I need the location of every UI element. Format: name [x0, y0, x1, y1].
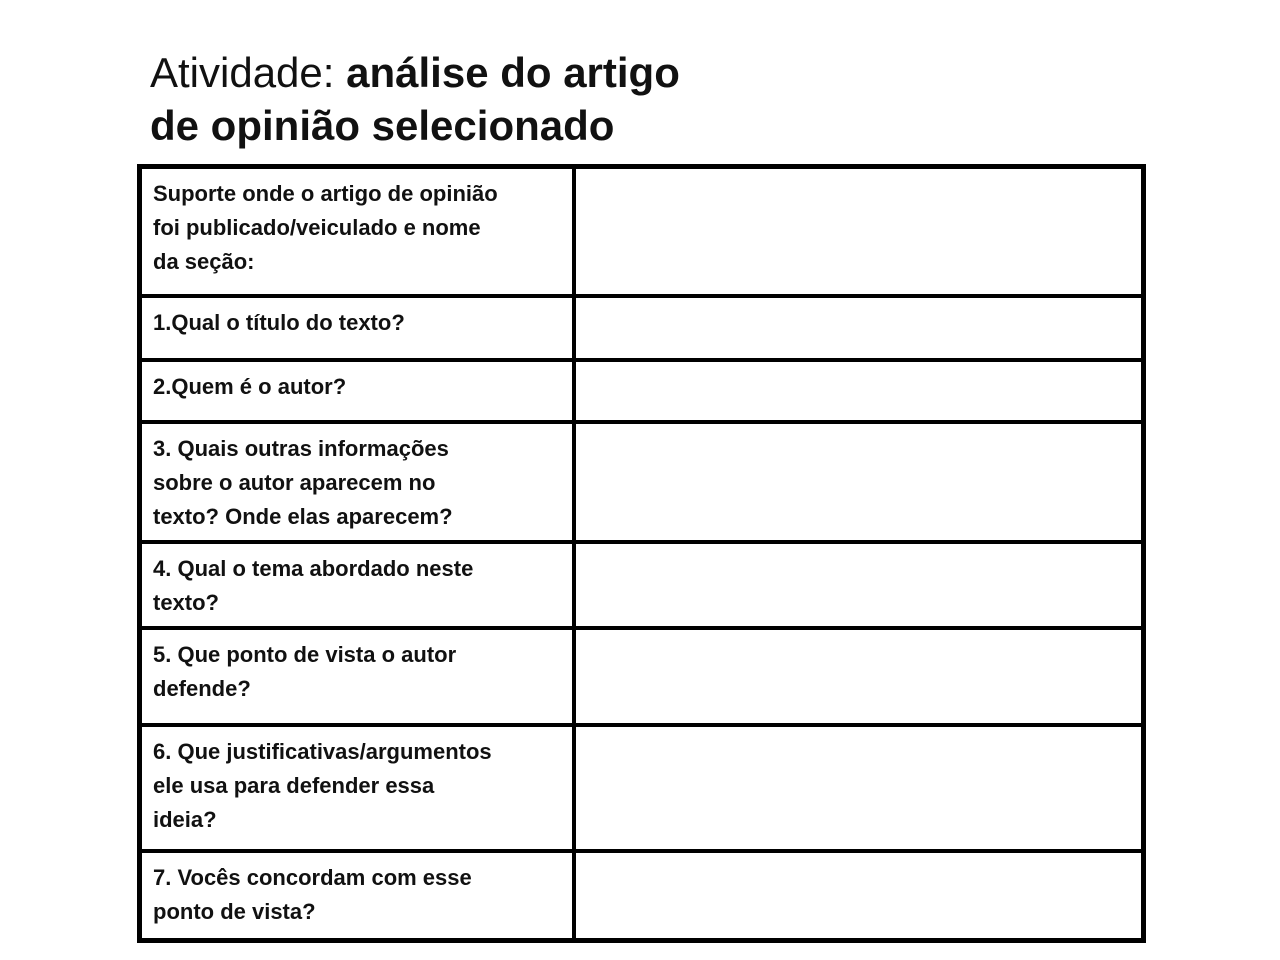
question-cell: 6. Que justificativas/argumentos ele usa… [137, 722, 576, 853]
answer-cell [571, 357, 1146, 424]
table-row: 3. Quais outras informações sobre o auto… [137, 419, 1146, 544]
answer-cell [571, 419, 1146, 544]
page-title: Atividade: análise do artigo de opinião … [150, 46, 950, 152]
question-cell: 4. Qual o tema abordado neste texto? [137, 539, 576, 630]
answer-cell [571, 539, 1146, 630]
table-row: 6. Que justificativas/argumentos ele usa… [137, 722, 1146, 853]
table-row: 1.Qual o título do texto? [137, 293, 1146, 362]
question-cell: 2.Quem é o autor? [137, 357, 576, 424]
page-title-bold: análise do artigo de opinião selecionado [150, 49, 680, 149]
question-cell: 3. Quais outras informações sobre o auto… [137, 419, 576, 544]
table-row: 2.Quem é o autor? [137, 357, 1146, 424]
table-row: 7. Vocês concordam com esse ponto de vis… [137, 848, 1146, 943]
answer-cell [571, 625, 1146, 727]
answer-cell [571, 293, 1146, 362]
question-cell: 7. Vocês concordam com esse ponto de vis… [137, 848, 576, 943]
answer-cell [571, 164, 1146, 298]
question-cell: 1.Qual o título do texto? [137, 293, 576, 362]
answer-cell [571, 848, 1146, 943]
page-title-regular: Atividade: [150, 49, 347, 96]
table-row: 5. Que ponto de vista o autor defende? [137, 625, 1146, 727]
table-row: 4. Qual o tema abordado neste texto? [137, 539, 1146, 630]
question-cell: Suporte onde o artigo de opinião foi pub… [137, 164, 576, 298]
table-row: Suporte onde o artigo de opinião foi pub… [137, 164, 1146, 298]
answer-cell [571, 722, 1146, 853]
question-cell: 5. Que ponto de vista o autor defende? [137, 625, 576, 727]
question-table: Suporte onde o artigo de opinião foi pub… [137, 164, 1146, 943]
